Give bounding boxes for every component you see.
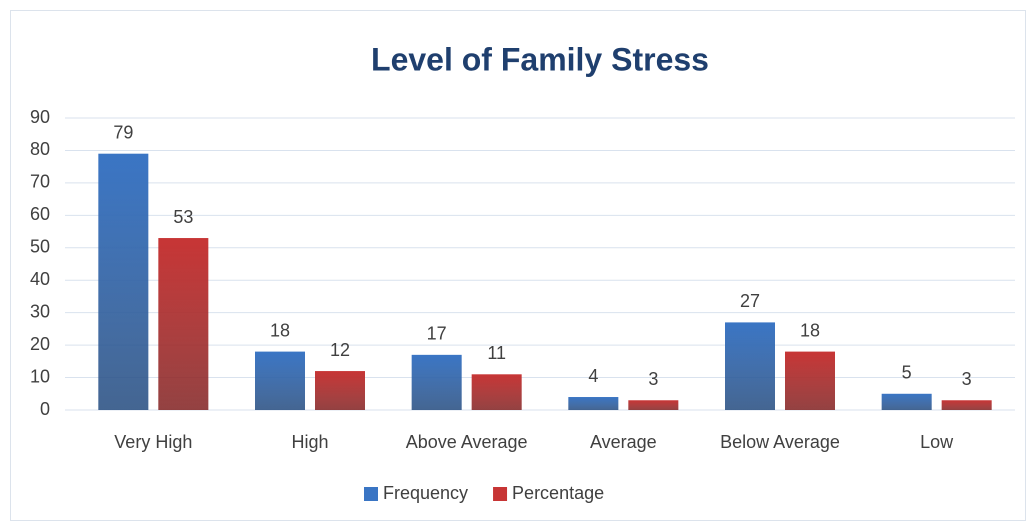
y-tick-label: 80	[30, 139, 50, 159]
bar	[158, 238, 209, 410]
bar	[315, 371, 365, 410]
data-label: 18	[270, 320, 290, 340]
y-tick-label: 10	[30, 366, 50, 386]
data-label: 12	[330, 340, 350, 360]
data-label: 27	[740, 291, 760, 311]
data-label: 53	[173, 207, 193, 227]
y-tick-label: 40	[30, 269, 50, 289]
bar	[725, 322, 775, 410]
x-tick-label: Very High	[114, 432, 192, 452]
data-label: 18	[800, 320, 820, 340]
y-tick-label: 90	[30, 107, 50, 127]
x-tick-label: Average	[590, 432, 657, 452]
data-label: 17	[427, 324, 447, 344]
x-tick-label: High	[291, 432, 328, 452]
legend-swatch	[364, 487, 378, 501]
y-tick-label: 30	[30, 301, 50, 321]
bar	[411, 354, 462, 410]
data-label: 3	[962, 369, 972, 389]
y-tick-label: 60	[30, 204, 50, 224]
legend-label: Frequency	[383, 483, 468, 503]
bar	[471, 374, 522, 410]
x-tick-label: Above Average	[406, 432, 528, 452]
legend-label: Percentage	[512, 483, 604, 503]
data-label: 79	[113, 122, 133, 142]
data-label: 5	[902, 363, 912, 383]
bar	[628, 400, 679, 410]
x-tick-label: Below Average	[720, 432, 840, 452]
bar	[941, 400, 992, 410]
bar	[98, 153, 149, 410]
x-tick-label: Low	[920, 432, 954, 452]
bar	[881, 393, 932, 410]
bar	[255, 351, 305, 410]
y-tick-label: 0	[40, 399, 50, 419]
legend-swatch	[493, 487, 508, 501]
y-tick-label: 70	[30, 172, 50, 192]
data-label: 3	[648, 369, 658, 389]
y-tick-label: 50	[30, 237, 50, 257]
bar	[785, 351, 835, 410]
chart-title: Level of Family Stress	[371, 41, 709, 77]
data-label: 11	[487, 343, 506, 363]
data-label: 4	[588, 366, 598, 386]
y-tick-label: 20	[30, 334, 50, 354]
bar	[568, 397, 619, 410]
